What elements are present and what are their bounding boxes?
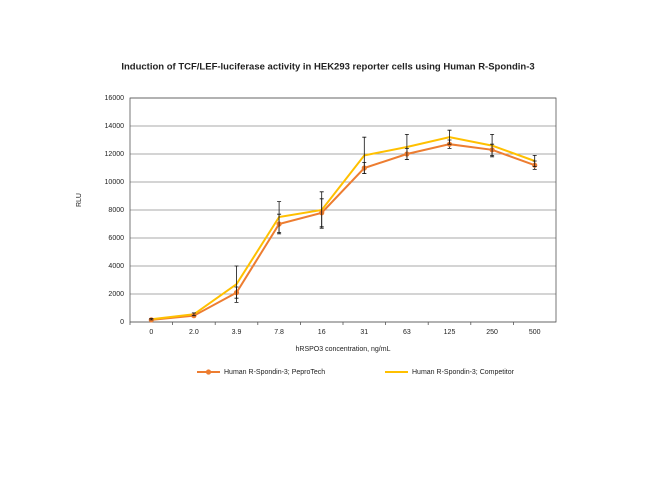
y-tick-label: 14000	[105, 123, 125, 130]
y-tick-label: 4000	[108, 263, 124, 270]
error-bar	[149, 318, 154, 321]
error-bar	[532, 155, 537, 167]
y-tick-label: 6000	[108, 235, 124, 242]
x-tick-label: 16	[318, 329, 326, 336]
x-tick-label: 125	[444, 329, 456, 336]
x-tick-label: 3.9	[232, 329, 242, 336]
error-bar	[319, 191, 324, 229]
legend-marker	[205, 369, 212, 375]
x-tick-label: 7.8	[274, 329, 284, 336]
y-tick-label: 12000	[105, 151, 125, 158]
y-axis-label: RLU	[76, 193, 83, 207]
error-bar	[277, 201, 282, 233]
error-bar	[191, 312, 196, 317]
y-tick-label: 0	[120, 319, 124, 326]
x-tick-label: 2.0	[189, 329, 199, 336]
y-tick-label: 2000	[108, 291, 124, 298]
series-line	[151, 143, 536, 321]
x-tick-label: 63	[403, 329, 411, 336]
y-tick-label: 16000	[105, 95, 125, 102]
error-bar	[362, 136, 367, 174]
x-tick-label: 500	[529, 329, 541, 336]
x-tick-label: 250	[486, 329, 498, 336]
series-line	[151, 136, 536, 321]
x-tick-label: 31	[360, 329, 368, 336]
error-bar	[490, 134, 495, 158]
legend-label: Human R-Spondin-3; PeproTech	[224, 369, 325, 376]
error-bar	[447, 129, 452, 145]
legend-label: Human R-Spondin-3; Competitor	[412, 369, 515, 376]
error-bar	[404, 134, 409, 160]
chart-title: Induction of TCF/LEF-luciferase activity…	[121, 62, 534, 73]
y-tick-label: 10000	[105, 179, 125, 186]
y-tick-label: 8000	[108, 207, 124, 214]
x-tick-label: 0	[149, 329, 153, 336]
error-bar	[234, 265, 239, 303]
x-axis-label: hRSPO3 concentration, ng/mL	[296, 346, 391, 353]
